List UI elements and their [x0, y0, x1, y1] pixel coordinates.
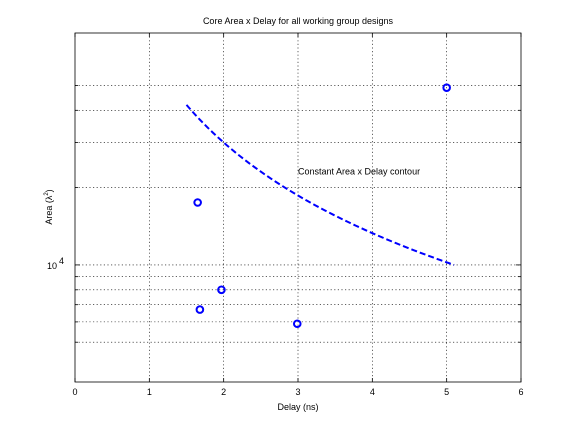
contour-annotation: Constant Area x Delay contour — [298, 166, 420, 176]
grid-lines — [75, 33, 521, 382]
axis-ticks: 0 1 2 3 4 5 610 4 — [47, 33, 524, 397]
y-axis-title-sup: 2 — [44, 192, 50, 196]
data-series — [185, 83, 455, 329]
x-tick-label: 0 — [72, 387, 77, 397]
x-tick-label: 3 — [295, 387, 300, 397]
y-axis-title-tail: ) — [44, 189, 54, 192]
x-axis-title: Delay (ns) — [277, 402, 318, 412]
x-tick-label: 2 — [221, 387, 226, 397]
chart-title: Core Area x Delay for all working group … — [203, 16, 394, 26]
y-axis-title: Area (λ2) — [44, 189, 54, 224]
y-tick-label-exponent: 4 — [59, 256, 64, 266]
contour-line — [185, 104, 455, 266]
data-point — [442, 83, 451, 92]
x-tick-label: 6 — [518, 387, 523, 397]
y-tick-label: 10 — [47, 261, 57, 271]
data-point — [195, 305, 205, 314]
data-point — [292, 319, 302, 329]
x-tick-label: 1 — [147, 387, 152, 397]
y-axis-title-main: Area (λ — [44, 195, 54, 225]
y-tick-label-base: 10 — [47, 261, 57, 271]
x-tick-label: 5 — [444, 387, 449, 397]
data-point — [193, 198, 202, 207]
x-tick-label: 4 — [370, 387, 375, 397]
data-point — [217, 285, 226, 295]
